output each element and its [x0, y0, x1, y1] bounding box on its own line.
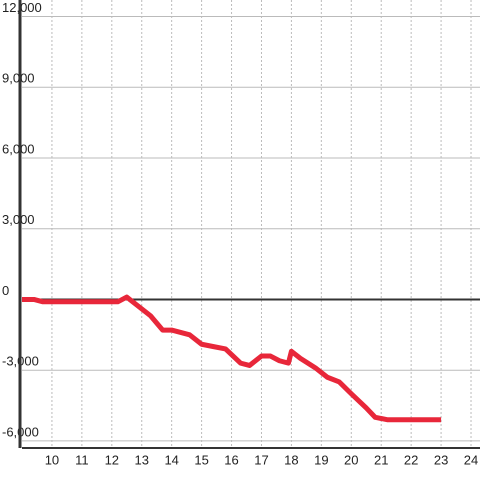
x-tick-label: 18 — [284, 452, 298, 467]
x-tick-label: 21 — [374, 452, 388, 467]
x-tick-label: 14 — [164, 452, 178, 467]
x-tick-label: 10 — [45, 452, 59, 467]
data-line — [22, 294, 442, 423]
x-tick-label: 19 — [314, 452, 328, 467]
x-tick-label: 17 — [254, 452, 268, 467]
x-tick-label: 23 — [434, 452, 448, 467]
y-tick-label: 0 — [2, 283, 9, 298]
y-tick-label: 3,000 — [2, 212, 35, 227]
x-tick-label: 22 — [404, 452, 418, 467]
x-tick-label: 15 — [194, 452, 208, 467]
x-tick-label: 13 — [135, 452, 149, 467]
x-tick-label: 16 — [224, 452, 238, 467]
x-tick-label: 24 — [464, 452, 478, 467]
y-tick-label: 12,000 — [2, 0, 42, 15]
x-tick-label: 11 — [75, 452, 89, 467]
x-tick-label: 20 — [344, 452, 358, 467]
y-tick-label: 9,000 — [2, 71, 35, 86]
y-tick-label: 6,000 — [2, 141, 35, 156]
x-tick-label: 12 — [105, 452, 119, 467]
